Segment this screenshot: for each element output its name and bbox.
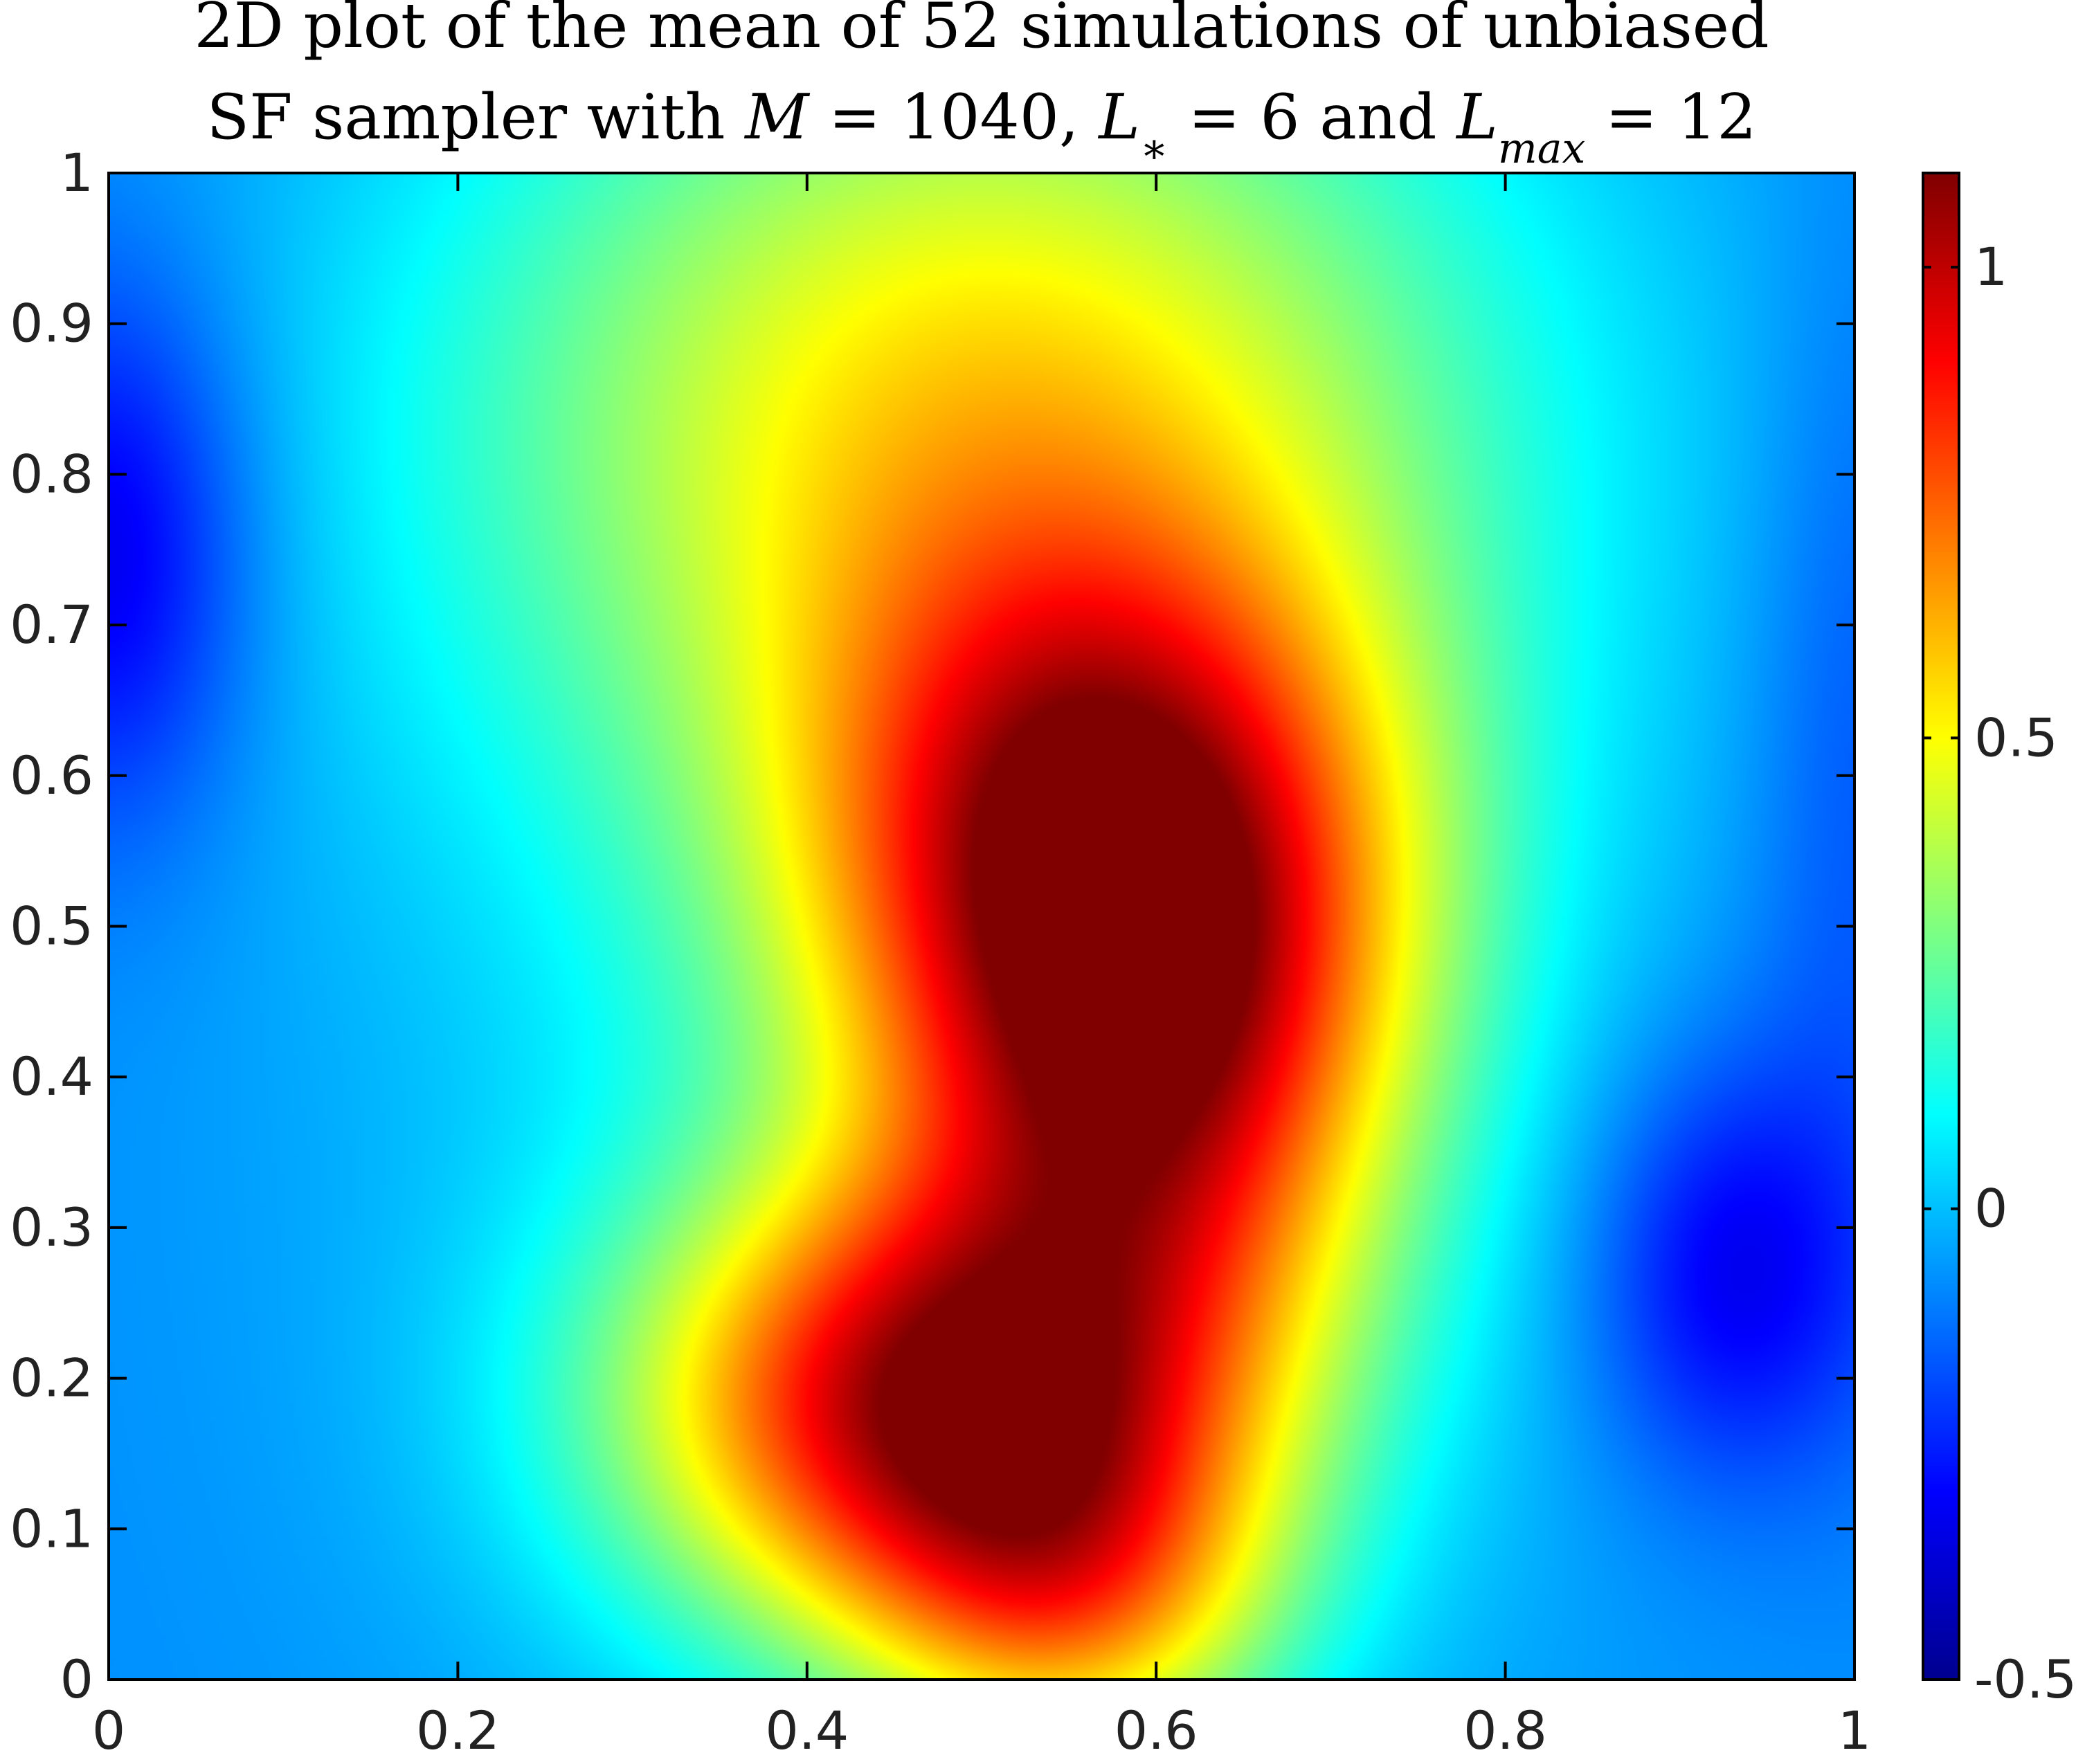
colorbar-tick-label: -0.5 — [1974, 1648, 2077, 1710]
y-tick-label: 0.8 — [10, 443, 93, 504]
colorbar: -0.5 0 0.5 1 — [1922, 172, 2077, 1710]
x-tick-label: 0.6 — [1114, 1700, 1198, 1761]
y-tick-label: 0.1 — [10, 1498, 93, 1559]
y-tick-label: 0.5 — [10, 895, 93, 957]
y-axis: 0 0.1 0.2 0.3 0.4 0.5 0.6 0.7 0.8 0.9 1 — [10, 142, 1854, 1710]
x-tick-label: 0.2 — [416, 1700, 500, 1761]
plot-area — [107, 172, 1856, 1681]
colorbar-frame — [1922, 172, 1960, 1681]
colorbar-tick-label: 0.5 — [1974, 707, 2058, 768]
y-tick-label: 0.3 — [10, 1197, 93, 1258]
y-tick-label: 0 — [60, 1648, 93, 1710]
x-tick-label: 0.8 — [1463, 1700, 1547, 1761]
y-tick-label: 0.7 — [10, 594, 93, 655]
chart-title-line-2: SF sampler with M = 1040, L∗ = 6 and Lma… — [206, 81, 1756, 173]
x-tick-label: 0 — [92, 1700, 125, 1761]
x-tick-label: 0.4 — [765, 1700, 849, 1761]
x-tick-label: 1 — [1838, 1700, 1871, 1761]
heatmap-image — [109, 173, 1854, 1680]
colorbar-gradient — [1923, 173, 1959, 1680]
y-tick-label: 0.2 — [10, 1347, 93, 1409]
y-tick-label: 0.6 — [10, 745, 93, 806]
y-tick-label: 0.9 — [10, 293, 93, 354]
x-axis: 0 0.2 0.4 0.6 0.8 1 — [92, 173, 1871, 1761]
y-tick-label: 1 — [60, 142, 93, 203]
chart-title-line-1: 2D plot of the mean of 52 simulations of… — [194, 0, 1769, 62]
colorbar-tick-label: 0 — [1974, 1178, 2007, 1239]
colorbar-ticks: -0.5 0 0.5 1 — [1923, 236, 2077, 1710]
colorbar-tick-label: 1 — [1974, 236, 2007, 298]
y-tick-label: 0.4 — [10, 1046, 93, 1107]
